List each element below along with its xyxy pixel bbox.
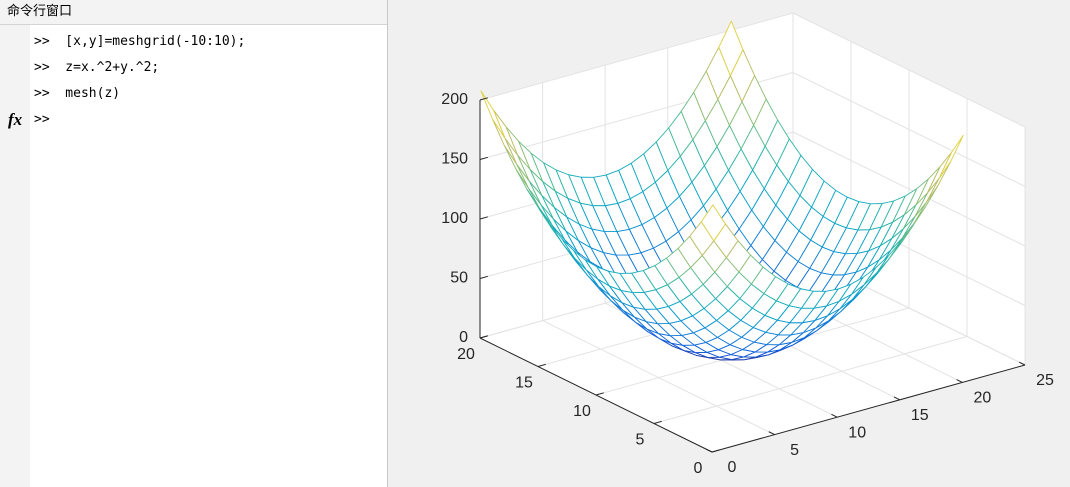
x-tick-label: 15	[911, 407, 929, 424]
tick-mark	[653, 420, 662, 424]
tick-mark	[831, 413, 838, 418]
command-line: >> mesh(z)	[34, 86, 121, 101]
z-tick-label: 150	[441, 151, 468, 168]
tick-mark	[893, 396, 901, 401]
tick-mark	[768, 431, 775, 436]
y-tick-label: 20	[457, 346, 475, 363]
z-tick-label: 100	[441, 210, 468, 227]
grid-line	[479, 12, 794, 101]
mesh-cell	[938, 134, 964, 179]
tick-mark	[956, 379, 963, 383]
x-tick-label: 0	[728, 459, 737, 476]
tick-mark	[1018, 361, 1026, 366]
tick-mark	[595, 392, 604, 396]
z-tick-label: 0	[459, 329, 468, 346]
z-tick-label: 200	[441, 91, 468, 108]
command-window: 命令行窗口 >> [x,y]=meshgrid(-10:10); >> z=x.…	[0, 0, 388, 487]
z-tick-label: 50	[450, 270, 468, 287]
grid-line	[653, 336, 968, 424]
y-tick-label: 5	[636, 432, 645, 449]
x-tick-label: 20	[974, 390, 992, 407]
mesh-cell	[718, 20, 744, 77]
x-tick-label: 5	[790, 442, 799, 459]
grid-line	[792, 12, 1026, 128]
y-tick-label: 0	[694, 460, 703, 477]
mesh-cell	[480, 90, 506, 139]
tick-mark	[479, 216, 488, 220]
tick-mark	[711, 449, 720, 453]
x-tick-label: 25	[1036, 372, 1054, 389]
gutter	[0, 25, 30, 487]
grid-line	[792, 131, 1026, 247]
mesh-cell	[700, 204, 726, 242]
y-tick-label: 10	[573, 403, 591, 420]
command-line: >> z=x.^2+y.^2;	[34, 60, 160, 75]
tick-mark	[479, 97, 488, 101]
command-line: >> [x,y]=meshgrid(-10:10);	[34, 34, 246, 49]
tick-mark	[705, 448, 713, 453]
tick-mark	[479, 156, 488, 160]
y-tick-label: 15	[515, 375, 533, 392]
x-tick-label: 10	[848, 424, 866, 441]
tick-mark	[479, 335, 488, 339]
prompt[interactable]: >>	[34, 112, 50, 127]
tick-mark	[537, 363, 546, 367]
tick-mark	[479, 275, 488, 279]
x-axis	[711, 364, 1026, 453]
grid-line	[792, 72, 1026, 187]
panel-title: 命令行窗口	[0, 0, 387, 25]
fx-icon[interactable]: fx	[8, 110, 23, 129]
